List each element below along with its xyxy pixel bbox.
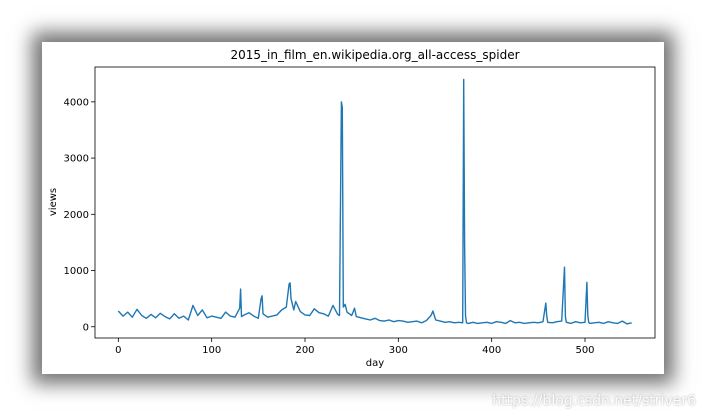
x-axis: 0 100 200 300 400 500 (115, 338, 595, 356)
y-tick-label: 3000 (64, 154, 89, 165)
x-axis-label: day (366, 358, 384, 369)
line-chart: 2015_in_film_en.wikipedia.org_all-access… (48, 48, 656, 369)
y-axis-label: views (48, 188, 59, 216)
y-tick-label: 1000 (64, 266, 89, 277)
chart-title: 2015_in_film_en.wikipedia.org_all-access… (230, 48, 519, 62)
plot-area (94, 66, 656, 339)
x-tick-label: 0 (115, 345, 121, 356)
y-tick-label: 4000 (64, 97, 89, 108)
x-tick-label: 200 (295, 345, 314, 356)
plot-border (94, 66, 656, 339)
x-tick-label: 500 (575, 345, 594, 356)
x-tick-label: 100 (202, 345, 221, 356)
series-line-0 (117, 78, 632, 325)
figure-frame: 2015_in_film_en.wikipedia.org_all-access… (42, 42, 664, 374)
y-tick-label: 0 (83, 322, 89, 333)
y-tick-label: 2000 (64, 210, 89, 221)
watermark: https://blog.csdn.net/striver6 (492, 393, 696, 409)
y-axis: 0 1000 2000 3000 4000 (64, 97, 95, 333)
x-tick-label: 400 (482, 345, 501, 356)
x-tick-label: 300 (389, 345, 408, 356)
